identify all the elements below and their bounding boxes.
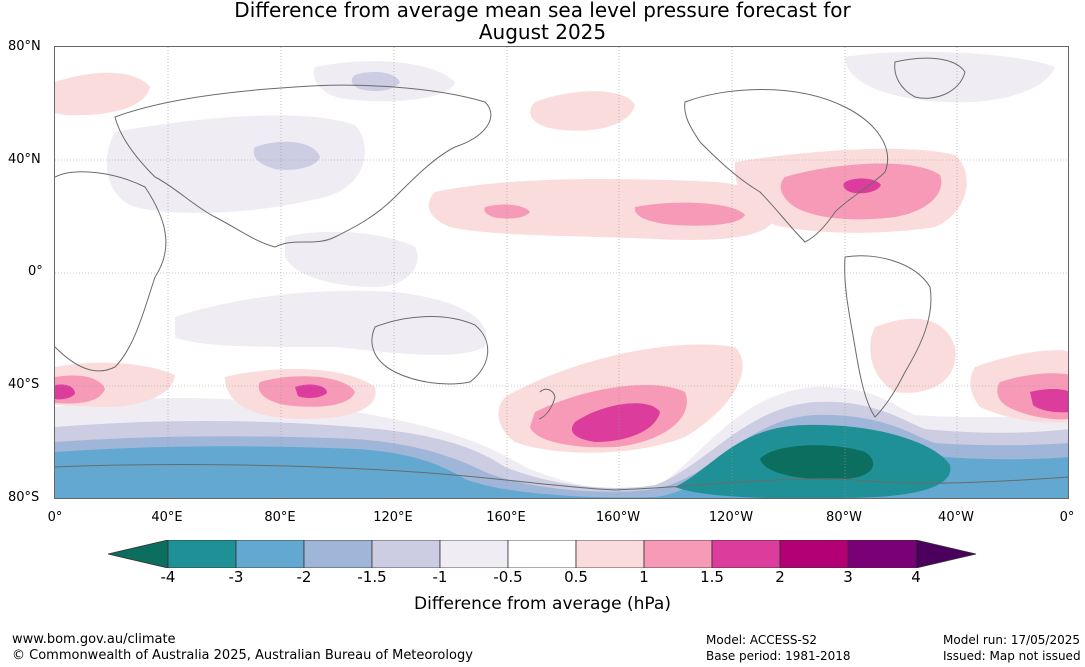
colorbar-label: Difference from average (hPa) [414,594,671,614]
anomaly-region-plus-1.5-south-pacific [571,403,660,442]
map-title-line-2: August 2025 [478,20,607,44]
coastline-africa [55,171,167,372]
coastline-north-america [684,89,889,243]
colorbar [107,539,978,569]
colorbar-tick-label: 4 [911,568,921,586]
colorbar-tick-label: -0.5 [493,568,523,586]
colorbar-segment [371,539,441,569]
coastline-new-zealand [538,388,556,420]
lat-label-80s: 80°S [8,490,40,505]
lon-label-40w: 40°W [938,510,974,525]
footer-model: Model: ACCESS-S2 [706,633,818,647]
colorbar-segment [303,539,373,569]
lat-label-80n: 80°N [8,39,41,54]
colorbar-tick-label: 3 [843,568,853,586]
anomaly-region-minus-1-asia [253,141,320,170]
lon-label-160e: 160°E [486,510,526,525]
lon-label-120w: 120°W [708,510,754,525]
footer-base-period: Base period: 1981-2018 [706,649,851,663]
anomaly-region-plus-1-north-pacific-west [484,204,530,219]
colorbar-segment [507,539,577,569]
footer-issued: Issued: Map not issued [943,649,1081,663]
anomaly-region-plus-0.5-south-atlantic [870,318,956,393]
colorbar-segment [439,539,509,569]
coastlines [55,57,1068,491]
lat-label-40s: 40°S [8,377,40,392]
colorbar-tick-label: -2 [296,568,312,586]
anomaly-region-plus-0.5-europe [55,72,150,116]
coastline-eurasia [114,84,492,248]
lon-label-160w: 160°W [595,510,641,525]
colorbar-segment [711,539,781,569]
anomaly-region-plus-1.5-indian-ocean [295,384,327,398]
anomaly-region-minus-0.5-indo-pacific [175,290,487,355]
lat-label-equator: 0° [28,264,43,279]
colorbar-tick-label: 1 [639,568,649,586]
colorbar-arrow-high [915,539,977,569]
colorbar-segment [167,539,237,569]
colorbar-tick-label: 0.5 [564,568,588,586]
anomaly-region-minus-0.5-greenland [845,51,1055,103]
footer-model-run: Model run: 17/05/2025 [943,633,1081,647]
graticule [55,47,1068,498]
anomaly-region-minus-0.5-asia [106,115,365,213]
colorbar-svg [107,539,977,569]
coastline-greenland [894,57,966,99]
anomaly-region-plus-1.5-atlantic [843,178,881,194]
colorbar-tick-label: -1 [432,568,448,586]
anomaly-region-minus-0.5-maritime [285,231,418,287]
colorbar-segment [779,539,849,569]
colorbar-tick-label: -4 [160,568,176,586]
colorbar-segment [847,539,917,569]
colorbar-segment [575,539,645,569]
colorbar-arrow-low [107,539,169,569]
coastline-australia [371,316,489,385]
anomaly-region-plus-1.5-southern-africa [1030,389,1068,413]
anomaly-region-plus-0.5-arctic [530,91,635,131]
pressure-anomaly-map [54,46,1069,499]
colorbar-tick-label: 1.5 [700,568,724,586]
anomaly-region-plus-1.5-west-indian-ocean [55,384,75,400]
lon-label-0: 0° [47,510,63,525]
map-title-line-1: Difference from average mean sea level p… [234,0,851,22]
lon-label-40e: 40°E [151,510,183,525]
colorbar-tick-label: 2 [775,568,785,586]
footer-copyright: © Commonwealth of Australia 2025, Austra… [12,648,473,663]
coastline-south-america [844,255,932,418]
lon-label-80e: 80°E [264,510,296,525]
lon-label-0-east: 0° [1059,510,1075,525]
anomaly-region-plus-1-north-pacific-east [634,202,745,226]
footer-url: www.bom.gov.au/climate [12,632,176,647]
lat-label-40n: 40°N [8,152,41,167]
colorbar-tick-label: -3 [228,568,244,586]
colorbar-segment [235,539,305,569]
coastline-antarctica [55,464,1068,491]
lon-label-120e: 120°E [373,510,413,525]
lon-label-80w: 80°W [826,510,862,525]
colorbar-tick-label: -1.5 [357,568,387,586]
map-canvas [55,47,1068,498]
colorbar-segment [643,539,713,569]
